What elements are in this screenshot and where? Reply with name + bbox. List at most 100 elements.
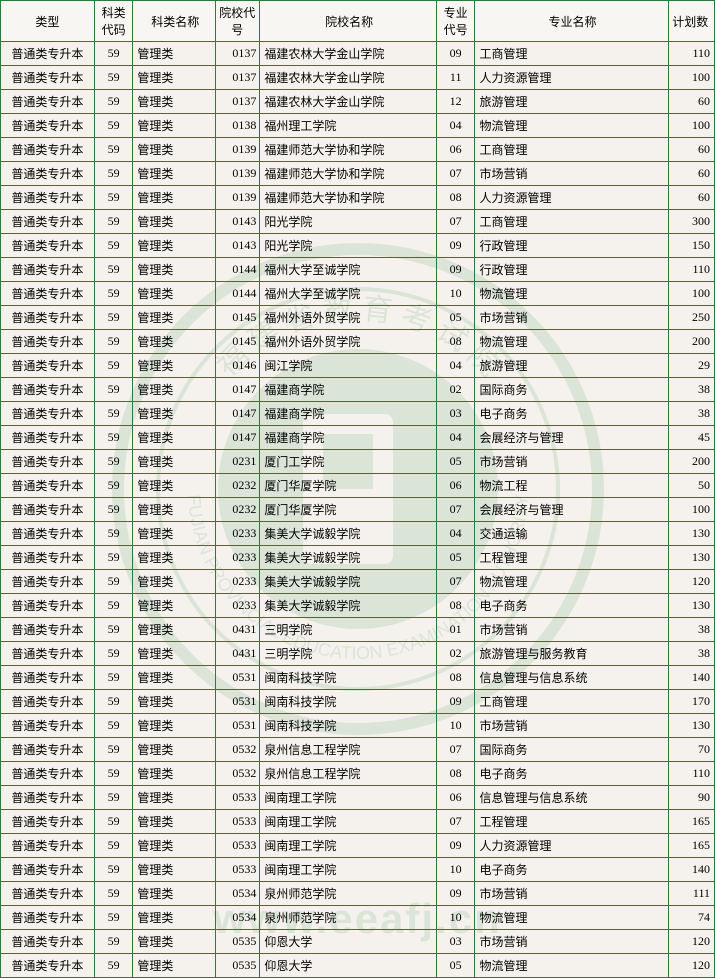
cell-sub-name: 管理类: [133, 42, 216, 66]
cell-sub-name: 管理类: [133, 498, 216, 522]
cell-sch-name: 集美大学诚毅学院: [260, 594, 437, 618]
cell-maj-code: 02: [436, 378, 475, 402]
cell-sch-code: 0233: [216, 570, 260, 594]
cell-type: 普通类专升本: [1, 138, 95, 162]
cell-type: 普通类专升本: [1, 882, 95, 906]
cell-type: 普通类专升本: [1, 570, 95, 594]
cell-sch-name: 福建师范大学协和学院: [260, 186, 437, 210]
header-maj-code: 专业代号: [436, 1, 475, 42]
cell-plan: 140: [668, 858, 714, 882]
table-body: 普通类专升本59管理类0137福建农林大学金山学院09工商管理110普通类专升本…: [1, 42, 715, 978]
cell-sch-code: 0534: [216, 906, 260, 930]
cell-maj-code: 04: [436, 354, 475, 378]
cell-sub-name: 管理类: [133, 378, 216, 402]
table-header: 类型 科类代码 科类名称 院校代号 院校名称 专业代号 专业名称 计划数: [1, 1, 715, 42]
cell-sch-name: 泉州师范学院: [260, 882, 437, 906]
cell-maj-code: 07: [436, 162, 475, 186]
cell-maj-name: 行政管理: [475, 258, 668, 282]
header-sch-name: 院校名称: [260, 1, 437, 42]
cell-maj-name: 物流管理: [475, 906, 668, 930]
cell-maj-name: 市场营销: [475, 450, 668, 474]
table-row: 普通类专升本59管理类0231厦门工学院05市场营销200: [1, 450, 715, 474]
cell-type: 普通类专升本: [1, 426, 95, 450]
cell-sch-name: 福建商学院: [260, 426, 437, 450]
cell-sub-name: 管理类: [133, 66, 216, 90]
cell-sch-name: 厦门华厦学院: [260, 474, 437, 498]
cell-maj-name: 旅游管理与服务教育: [475, 642, 668, 666]
cell-sch-code: 0232: [216, 498, 260, 522]
cell-sub-code: 59: [94, 930, 133, 954]
header-sch-code: 院校代号: [216, 1, 260, 42]
cell-sub-code: 59: [94, 66, 133, 90]
cell-maj-code: 04: [436, 426, 475, 450]
cell-sub-name: 管理类: [133, 738, 216, 762]
cell-maj-name: 物流管理: [475, 954, 668, 978]
cell-sub-code: 59: [94, 330, 133, 354]
table-row: 普通类专升本59管理类0535仰恩大学05物流管理120: [1, 954, 715, 978]
cell-maj-name: 工商管理: [475, 690, 668, 714]
cell-maj-code: 08: [436, 330, 475, 354]
cell-plan: 130: [668, 714, 714, 738]
cell-sub-name: 管理类: [133, 450, 216, 474]
cell-maj-code: 10: [436, 714, 475, 738]
cell-sub-code: 59: [94, 234, 133, 258]
cell-type: 普通类专升本: [1, 642, 95, 666]
cell-sub-name: 管理类: [133, 690, 216, 714]
cell-type: 普通类专升本: [1, 810, 95, 834]
cell-sch-name: 厦门工学院: [260, 450, 437, 474]
cell-sch-code: 0532: [216, 762, 260, 786]
cell-plan: 45: [668, 426, 714, 450]
cell-sub-code: 59: [94, 282, 133, 306]
cell-maj-code: 09: [436, 258, 475, 282]
cell-type: 普通类专升本: [1, 258, 95, 282]
cell-sch-code: 0137: [216, 90, 260, 114]
cell-plan: 29: [668, 354, 714, 378]
cell-sub-name: 管理类: [133, 666, 216, 690]
cell-sch-code: 0233: [216, 522, 260, 546]
cell-plan: 90: [668, 786, 714, 810]
cell-sch-name: 福建农林大学金山学院: [260, 66, 437, 90]
cell-maj-code: 04: [436, 522, 475, 546]
cell-maj-name: 行政管理: [475, 234, 668, 258]
cell-type: 普通类专升本: [1, 330, 95, 354]
cell-sub-code: 59: [94, 546, 133, 570]
cell-sch-code: 0139: [216, 138, 260, 162]
table-row: 普通类专升本59管理类0533闽南理工学院09人力资源管理165: [1, 834, 715, 858]
cell-sub-code: 59: [94, 954, 133, 978]
cell-sch-name: 福建农林大学金山学院: [260, 90, 437, 114]
cell-sch-code: 0147: [216, 378, 260, 402]
table-row: 普通类专升本59管理类0147福建商学院03电子商务38: [1, 402, 715, 426]
cell-plan: 38: [668, 618, 714, 642]
cell-maj-code: 05: [436, 546, 475, 570]
cell-plan: 120: [668, 570, 714, 594]
cell-sch-code: 0145: [216, 330, 260, 354]
cell-sub-name: 管理类: [133, 138, 216, 162]
cell-plan: 130: [668, 546, 714, 570]
cell-maj-code: 04: [436, 114, 475, 138]
cell-maj-name: 市场营销: [475, 162, 668, 186]
table-row: 普通类专升本59管理类0139福建师范大学协和学院06工商管理60: [1, 138, 715, 162]
cell-plan: 60: [668, 138, 714, 162]
cell-sub-name: 管理类: [133, 762, 216, 786]
cell-type: 普通类专升本: [1, 402, 95, 426]
cell-maj-code: 07: [436, 210, 475, 234]
cell-sub-name: 管理类: [133, 114, 216, 138]
cell-maj-code: 09: [436, 42, 475, 66]
cell-plan: 165: [668, 834, 714, 858]
cell-sub-code: 59: [94, 906, 133, 930]
cell-maj-name: 物流工程: [475, 474, 668, 498]
cell-plan: 60: [668, 90, 714, 114]
table-row: 普通类专升本59管理类0144福州大学至诚学院10物流管理100: [1, 282, 715, 306]
cell-maj-code: 01: [436, 618, 475, 642]
cell-type: 普通类专升本: [1, 306, 95, 330]
cell-sub-code: 59: [94, 450, 133, 474]
cell-sch-name: 福建农林大学金山学院: [260, 42, 437, 66]
cell-sch-code: 0531: [216, 666, 260, 690]
cell-sub-code: 59: [94, 162, 133, 186]
cell-sub-code: 59: [94, 882, 133, 906]
cell-sch-code: 0233: [216, 594, 260, 618]
cell-sub-code: 59: [94, 186, 133, 210]
cell-maj-name: 会展经济与管理: [475, 426, 668, 450]
cell-type: 普通类专升本: [1, 234, 95, 258]
table-row: 普通类专升本59管理类0138福州理工学院04物流管理100: [1, 114, 715, 138]
